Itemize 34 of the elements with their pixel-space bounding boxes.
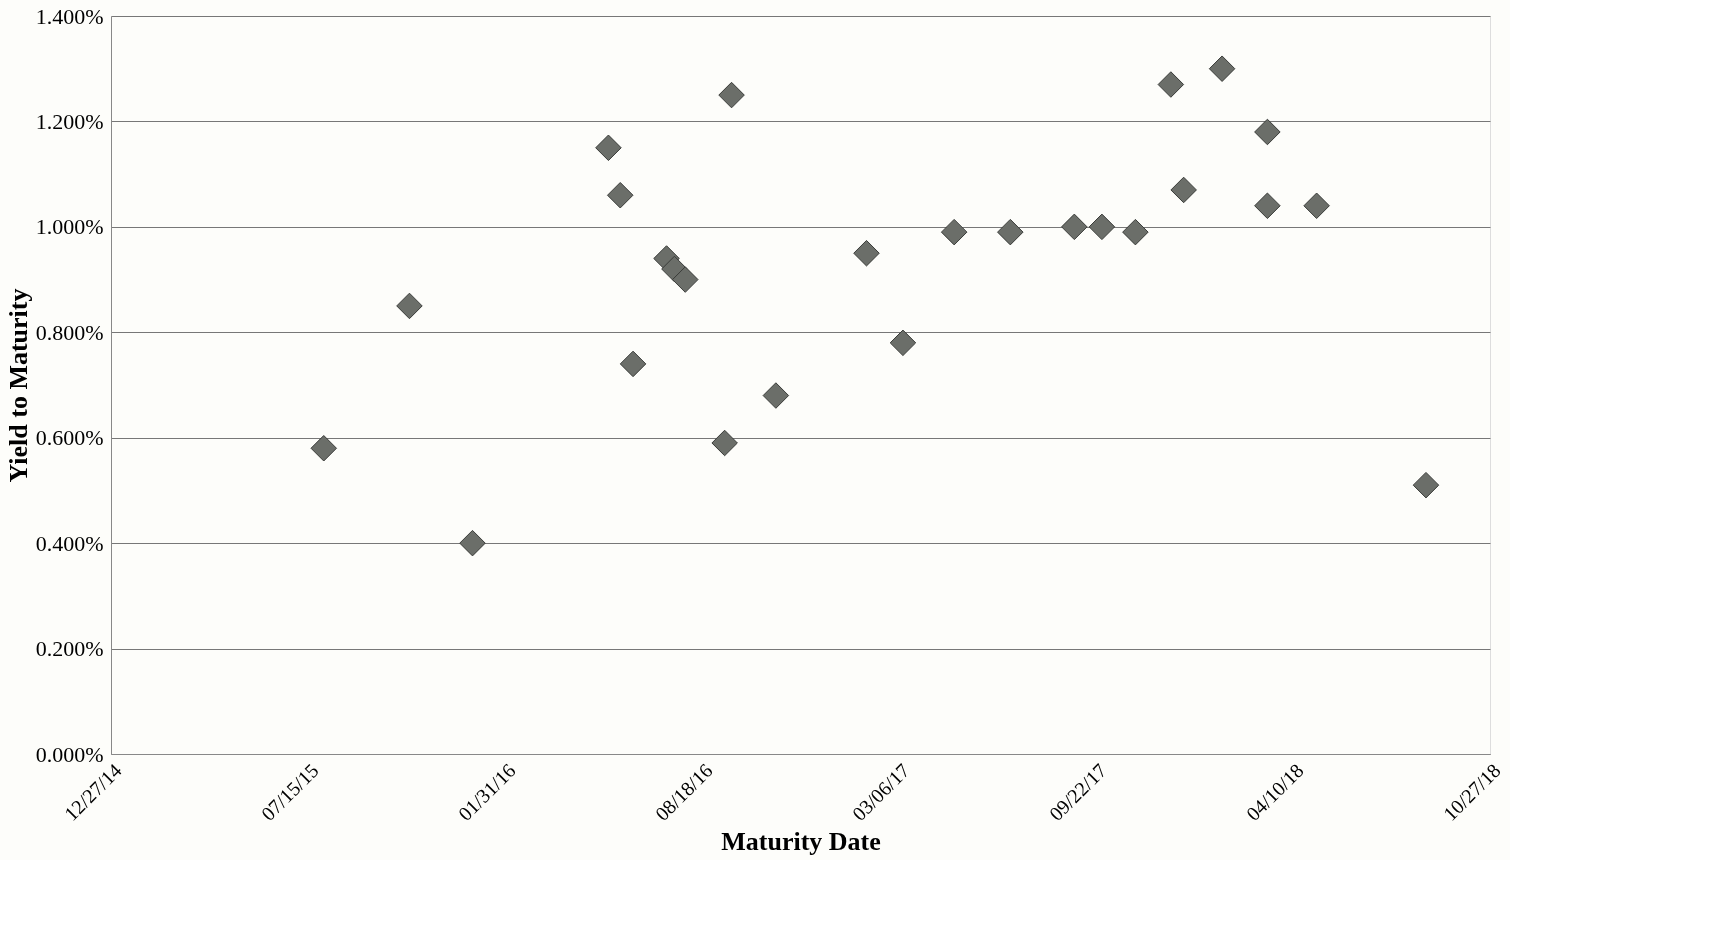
y-tick-label: 0.000% <box>35 741 104 767</box>
y-axis-title: Yield to Maturity <box>3 288 33 483</box>
point <box>889 329 917 357</box>
point <box>711 429 738 457</box>
y-tick-label: 0.600% <box>35 425 104 451</box>
point <box>718 81 745 109</box>
point <box>1412 471 1440 499</box>
point <box>672 266 699 293</box>
point <box>1088 213 1116 241</box>
y-tick-label: 1.400% <box>35 3 104 29</box>
y-tick-label: 1.200% <box>35 108 104 134</box>
point <box>310 435 338 462</box>
point <box>1254 118 1281 146</box>
point <box>1254 192 1281 220</box>
point <box>1303 192 1330 220</box>
y-tick-label: 0.400% <box>35 530 104 556</box>
point <box>459 529 486 557</box>
point <box>1208 55 1236 82</box>
point <box>762 382 790 409</box>
point <box>396 292 423 320</box>
point <box>997 218 1024 246</box>
x-axis-title: Maturity Date <box>721 826 881 856</box>
point <box>1061 213 1088 241</box>
point <box>1157 71 1185 98</box>
point <box>1170 176 1197 204</box>
point <box>940 218 968 246</box>
y-tick-label: 0.800% <box>35 319 104 345</box>
y-tick-label: 1.000% <box>35 214 104 240</box>
y-tick-label: 0.200% <box>35 636 104 662</box>
point <box>853 239 880 267</box>
point <box>1122 218 1149 246</box>
point <box>619 350 647 378</box>
point <box>595 134 622 162</box>
point <box>607 181 634 209</box>
